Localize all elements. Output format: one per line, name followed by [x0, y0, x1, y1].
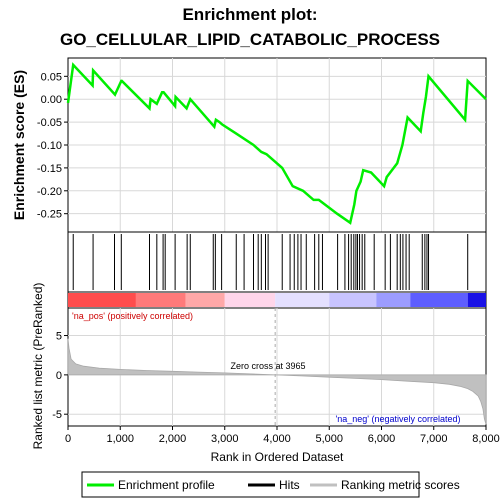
title-line-2: GO_CELLULAR_LIPID_CATABOLIC_PROCESS — [60, 30, 440, 49]
legend: Enrichment profile Hits Ranking metric s… — [81, 471, 460, 498]
hits-panel — [67, 231, 487, 293]
x-tick-label: 6,000 — [368, 433, 396, 445]
es-y-tick-label: 0.00 — [41, 94, 62, 106]
x-tick-label: 0 — [65, 433, 71, 445]
heat-bar-segment — [224, 293, 276, 307]
x-tick-label: 2,000 — [159, 433, 187, 445]
heat-panel — [67, 291, 487, 309]
x-tick-label: 1,000 — [106, 433, 134, 445]
es-y-tick-label: -0.05 — [37, 117, 62, 129]
es-y-tick-label: -0.15 — [37, 163, 62, 175]
hit-lines — [72, 234, 469, 290]
metric-panel: 50-5 'na_pos' (positively correlated) 'n… — [31, 283, 487, 450]
heat-bar-segment — [68, 293, 136, 307]
es-gridlines — [68, 58, 486, 232]
x-tick-label: 4,000 — [263, 433, 291, 445]
enrichment-profile-line — [66, 62, 487, 225]
legend-label-ranking-metric: Ranking metric scores — [341, 478, 460, 492]
title-line-1: Enrichment plot: — [182, 5, 317, 24]
x-tick-label: 8,000 — [472, 433, 500, 445]
es-y-label: Enrichment score (ES) — [11, 70, 27, 220]
x-tick-label: 3,000 — [211, 433, 239, 445]
x-axis-ticks: 0 1,000 2,000 3,000 4,000 5,000 6,000 7,000 8,00… — [65, 426, 500, 445]
metric-y-tick-label: -5 — [52, 409, 62, 421]
legend-label-enrichment-profile: Enrichment profile — [118, 478, 215, 492]
heat-bar-segment — [275, 293, 330, 307]
neg-correlated-label: 'na_neg' (negatively correlated) — [335, 414, 460, 424]
heat-bar-segment — [376, 293, 411, 307]
zero-cross-label: Zero cross at 3965 — [230, 361, 305, 371]
metric-y-ticks: 5 0 -5 — [52, 331, 68, 421]
ranking-metric-area — [67, 338, 487, 425]
pos-correlated-label: 'na_pos' (positively correlated) — [72, 311, 193, 321]
es-y-tick-label: 0.05 — [41, 71, 62, 83]
es-y-tick-label: -0.20 — [37, 186, 62, 198]
correlation-heat-bar — [68, 293, 486, 307]
metric-y-tick-label: 0 — [56, 370, 62, 382]
es-y-tick-label: -0.10 — [37, 140, 62, 152]
x-tick-label: 5,000 — [315, 433, 343, 445]
es-y-tick-label: -0.25 — [37, 209, 62, 221]
legend-label-hits: Hits — [279, 478, 300, 492]
heat-bar-segment — [135, 293, 186, 307]
heat-bar-segment — [185, 293, 225, 307]
heat-bar-segment — [467, 293, 486, 307]
hits-panel-frame — [67, 231, 487, 293]
es-y-ticks: 0.05 0.00 -0.05 -0.10 -0.15 -0.20 -0.25 — [37, 71, 68, 221]
heat-bar-segment — [329, 293, 377, 307]
heat-bar-segment — [410, 293, 468, 307]
metric-y-tick-label: 5 — [56, 331, 62, 343]
metric-y-label: Ranked list metric (PreRanked) — [31, 283, 45, 450]
x-axis-label: Rank in Ordered Dataset — [211, 450, 344, 464]
es-panel: 0.05 0.00 -0.05 -0.10 -0.15 -0.20 -0.25 Enrich… — [11, 57, 487, 233]
x-tick-label: 7,000 — [420, 433, 448, 445]
